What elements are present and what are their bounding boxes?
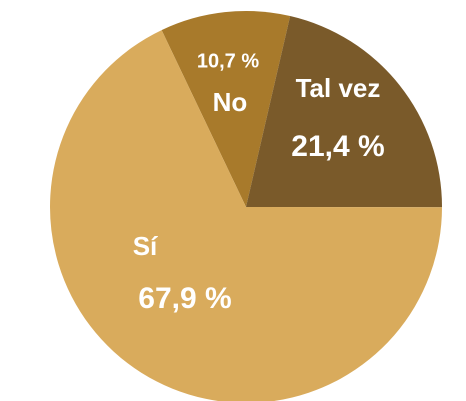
pie-slice	[246, 16, 442, 208]
slice-label: No	[213, 87, 248, 117]
pie-slice	[50, 30, 442, 401]
value-label: 67,9 %	[138, 282, 231, 315]
value-label: 10,7 %	[197, 50, 259, 72]
slice-label: Sí	[133, 231, 158, 261]
pie-slice	[161, 11, 291, 208]
value-label: 21,4 %	[291, 130, 384, 163]
slice-label: Tal vez	[296, 73, 381, 103]
